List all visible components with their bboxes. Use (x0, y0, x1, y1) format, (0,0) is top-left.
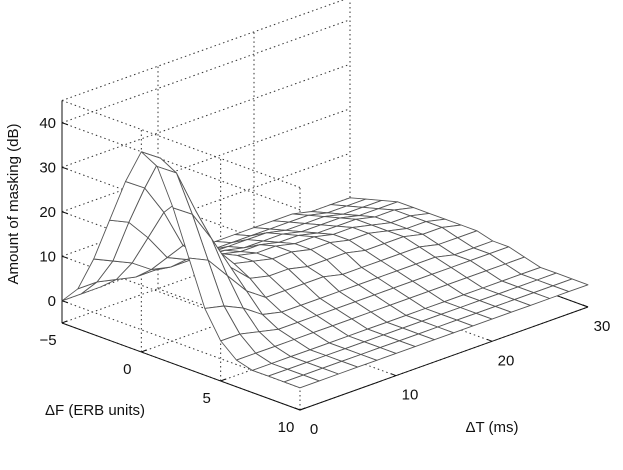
z-tick (61, 211, 69, 215)
grid-line-back-wall-z (61, 197, 351, 302)
grid-line-back-wall-z (61, 19, 351, 124)
x-tick (582, 304, 589, 308)
surface-mesh (61, 151, 589, 389)
z-tick-label: 40 (39, 115, 56, 132)
z-tick (61, 255, 69, 259)
x-tick (390, 373, 397, 377)
surface-patch (283, 374, 320, 389)
grid-line-back-wall-z (61, 63, 351, 168)
y-tick (61, 320, 68, 324)
y-tick-label: 10 (278, 419, 295, 436)
axis-edge-1 (61, 322, 301, 411)
z-tick (61, 122, 69, 126)
z-tick (61, 166, 69, 170)
grid-line-left-wall-z (61, 255, 301, 344)
y-tick (220, 378, 226, 382)
grid-line-back-wall-z (61, 108, 351, 213)
axis-edge-2 (299, 306, 589, 411)
x-tick (486, 338, 493, 342)
grid-line-floor-y (61, 219, 351, 324)
grid-line-floor-y (141, 248, 430, 353)
y-tick-label: 0 (123, 361, 131, 378)
x-tick-label: 20 (498, 352, 515, 369)
y-axis-title: ΔF (ERB units) (45, 402, 145, 419)
grid-line-left-wall-z (61, 122, 301, 211)
x-tick-label: 10 (402, 387, 419, 404)
box-top-edge-1 (61, 0, 345, 101)
y-tick-label: 5 (202, 390, 210, 407)
tick-labels: 0 10 20 30 40 −5 0 5 10 0 10 20 30 (39, 115, 610, 438)
grid-line-left-wall-z (61, 300, 301, 389)
z-tick-label: 20 (39, 204, 56, 221)
y-tick (299, 407, 306, 411)
z-axis-title: Amount of masking (dB) (5, 124, 22, 285)
y-tick-label: −5 (39, 332, 56, 349)
z-tick (61, 300, 69, 304)
z-tick-label: 0 (48, 293, 56, 310)
x-axis-title: ΔT (ms) (465, 419, 518, 436)
x-tick-label: 0 (310, 421, 318, 438)
z-tick-label: 10 (39, 248, 56, 265)
box-top-edge-2 (61, 100, 301, 188)
x-tick (294, 407, 301, 411)
z-tick-label: 30 (39, 159, 56, 176)
axis-ticks (61, 122, 589, 411)
y-tick (141, 349, 147, 353)
x-tick-label: 30 (594, 318, 611, 335)
